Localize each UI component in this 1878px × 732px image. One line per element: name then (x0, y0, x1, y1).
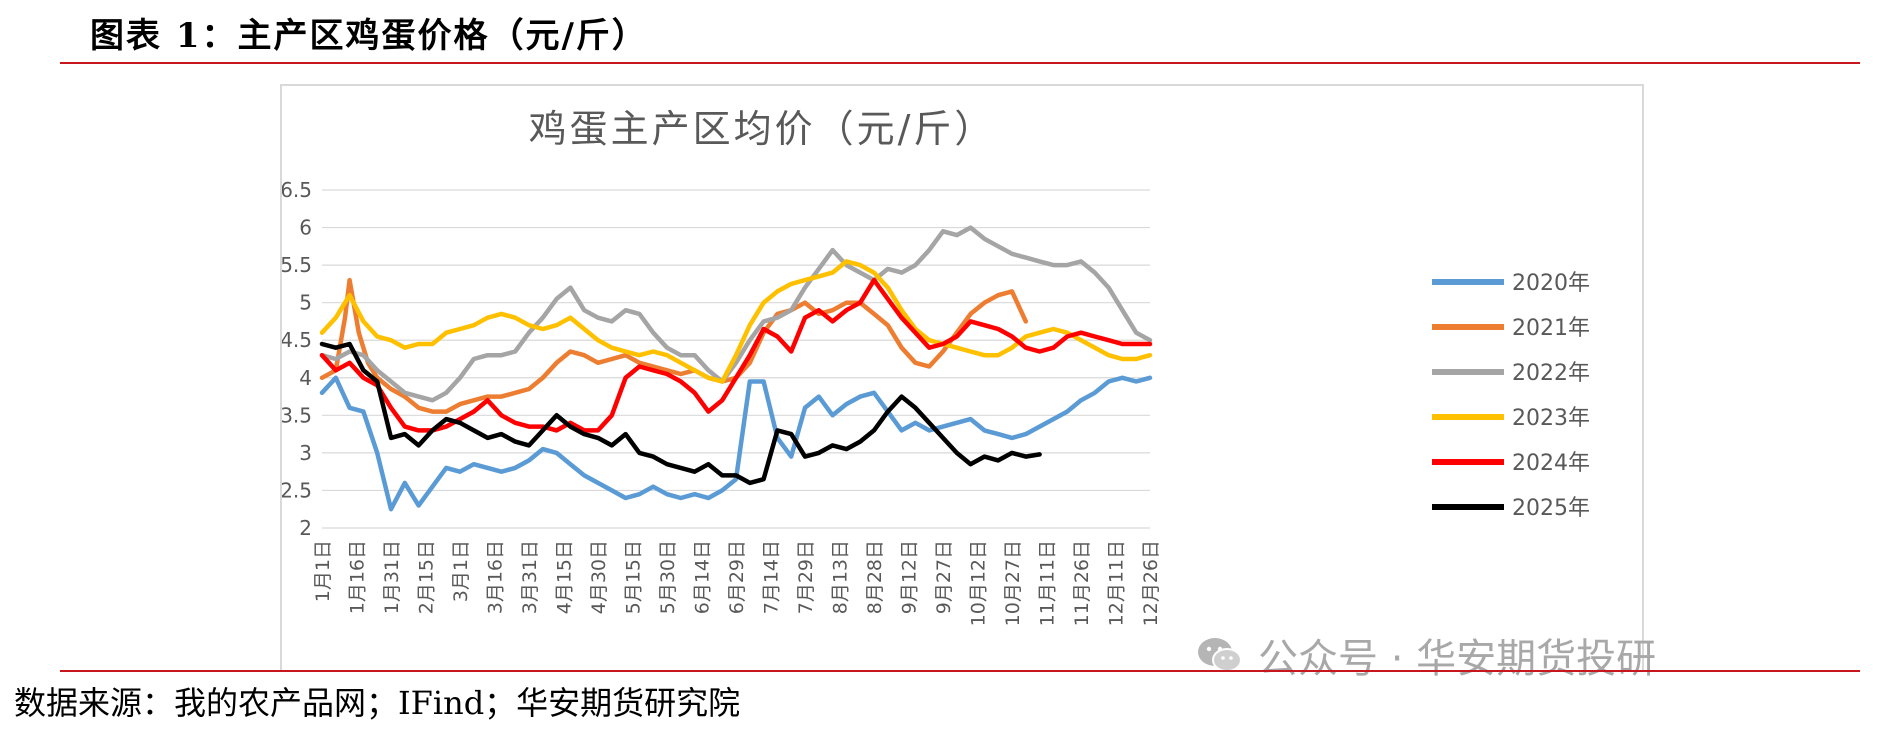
x-tick-label: 3月16日 (485, 540, 507, 614)
legend-label: 2024年 (1512, 451, 1590, 476)
watermark-text: 公众号 · 华安期货投研 (1258, 636, 1657, 682)
x-tick-label: 11月26日 (1071, 540, 1093, 626)
x-tick-label: 12月26日 (1140, 540, 1162, 626)
x-tick-label: 1月31日 (381, 540, 403, 614)
series-line-5 (319, 277, 1153, 433)
x-tick-label: 4月15日 (554, 540, 576, 614)
x-tick-label: 9月12日 (899, 540, 921, 614)
wechat-icon (1198, 638, 1242, 672)
x-tick-label: 9月27日 (933, 540, 955, 614)
legend-label: 2020年 (1512, 271, 1590, 296)
x-tick-label: 10月12日 (968, 540, 990, 626)
x-tick-label: 12月11日 (1106, 540, 1128, 626)
x-tick-label: 2月15日 (416, 540, 438, 614)
legend: 2020年 2021年 2022年 2023年 2024年 2025年 (1432, 271, 1590, 521)
x-tick-label: 3月31日 (519, 540, 541, 614)
series-lines (319, 225, 1153, 512)
x-tick-label: 4月30日 (588, 540, 610, 614)
y-tick-label: 4.5 (282, 328, 312, 352)
x-tick-label: 10月27日 (1002, 540, 1024, 626)
y-tick-label: 3.5 (282, 403, 312, 427)
y-tick-label: 5 (299, 291, 312, 315)
top-divider (60, 62, 1860, 64)
bottom-divider (60, 670, 1860, 672)
legend-label: 2021年 (1512, 316, 1590, 341)
series-line-3 (319, 225, 1153, 403)
x-tick-label: 5月15日 (623, 540, 645, 614)
chart-title: 鸡蛋主产区均价（元/斤） (529, 107, 996, 151)
x-tick-label: 5月30日 (657, 540, 679, 614)
y-axis-ticks: 2 2.5 3 3.5 4 4.5 5 5.5 6 6.5 (282, 178, 312, 540)
y-tick-label: 3 (299, 441, 312, 465)
y-tick-label: 5.5 (282, 253, 312, 277)
x-tick-label: 11月11日 (1037, 540, 1059, 626)
data-source: 数据来源：我的农产品网；IFind；华安期货研究院 (14, 684, 741, 722)
x-tick-label: 1月1日 (312, 540, 334, 602)
y-tick-label: 6 (299, 216, 312, 240)
x-tick-label: 7月29日 (795, 540, 817, 614)
x-tick-label: 1月16日 (347, 540, 369, 614)
series-line-2 (319, 277, 1029, 414)
y-tick-label: 2.5 (282, 478, 312, 502)
series-line-1 (319, 375, 1153, 512)
x-tick-label: 6月14日 (692, 540, 714, 614)
legend-label: 2023年 (1512, 406, 1590, 431)
y-tick-label: 6.5 (282, 178, 312, 202)
x-tick-label: 8月13日 (830, 540, 852, 614)
chart: 鸡蛋主产区均价（元/斤） 22.533.544.555.566.5 1月1日 1月… (282, 107, 1590, 626)
x-tick-label: 7月14日 (761, 540, 783, 614)
legend-label: 2022年 (1512, 361, 1590, 386)
chart-frame: 鸡蛋主产区均价（元/斤） 2 2.5 3 3.5 4 4.5 5 5.5 6 6.5 1月1日 1月… (280, 84, 1644, 672)
legend-label: 2025年 (1512, 496, 1590, 521)
page-heading: 图表 1：主产区鸡蛋价格（元/斤） (90, 16, 648, 56)
series-line-4 (319, 259, 1153, 384)
y-tick-label: 2 (299, 516, 312, 540)
x-tick-label: 8月28日 (864, 540, 886, 614)
watermark: 公众号 · 华安期货投研 (1196, 626, 1656, 684)
x-tick-label: 6月29日 (726, 540, 748, 614)
x-tick-label: 3月1日 (450, 540, 472, 602)
x-axis-ticks: 1月1日 1月16日 1月31日 2月15日 3月1日 3月16日 3月31日 4月15日 4月… (312, 540, 1162, 626)
series-line-6 (319, 341, 1042, 486)
y-tick-label: 4 (299, 366, 312, 390)
